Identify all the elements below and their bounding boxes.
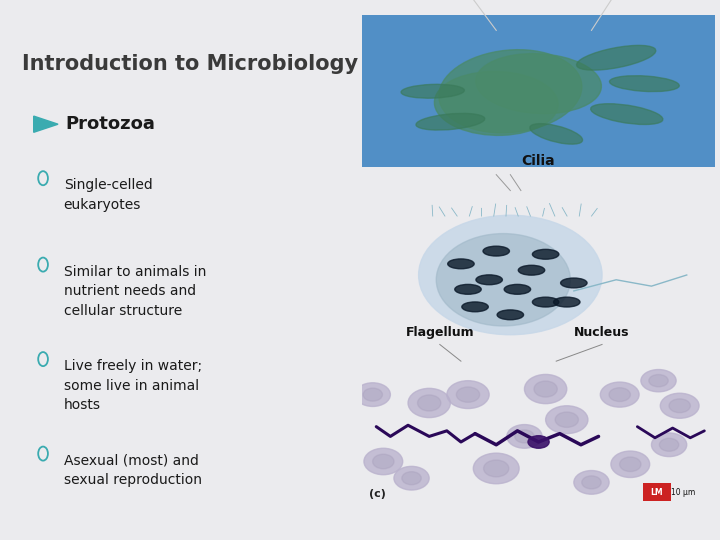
Ellipse shape xyxy=(363,388,382,401)
Ellipse shape xyxy=(373,454,394,469)
Ellipse shape xyxy=(610,76,679,92)
Ellipse shape xyxy=(473,453,519,484)
Ellipse shape xyxy=(455,285,481,294)
Ellipse shape xyxy=(408,388,451,417)
Ellipse shape xyxy=(649,375,668,387)
Ellipse shape xyxy=(476,275,503,285)
Ellipse shape xyxy=(224,0,720,227)
Ellipse shape xyxy=(660,393,699,418)
Polygon shape xyxy=(34,116,58,132)
Text: Similar to animals in
nutrient needs and
cellular structure: Similar to animals in nutrient needs and… xyxy=(63,265,206,318)
Ellipse shape xyxy=(515,430,534,443)
Ellipse shape xyxy=(528,436,549,448)
Ellipse shape xyxy=(401,84,464,98)
Ellipse shape xyxy=(641,369,676,392)
Ellipse shape xyxy=(620,457,641,471)
Ellipse shape xyxy=(669,399,690,413)
Ellipse shape xyxy=(561,278,587,288)
Ellipse shape xyxy=(534,381,557,397)
Ellipse shape xyxy=(546,406,588,434)
Ellipse shape xyxy=(416,113,485,130)
Ellipse shape xyxy=(418,395,441,411)
FancyBboxPatch shape xyxy=(643,483,671,501)
Ellipse shape xyxy=(600,382,639,407)
Ellipse shape xyxy=(611,451,649,477)
Ellipse shape xyxy=(216,0,720,231)
Text: Single-celled
eukaryotes: Single-celled eukaryotes xyxy=(63,178,153,212)
Ellipse shape xyxy=(524,374,567,404)
Ellipse shape xyxy=(532,249,559,259)
Text: LM: LM xyxy=(650,488,663,497)
Text: 10 μm: 10 μm xyxy=(671,488,696,497)
Text: Introduction to Microbiology: Introduction to Microbiology xyxy=(22,54,359,74)
Ellipse shape xyxy=(507,424,542,448)
Ellipse shape xyxy=(484,460,509,477)
Ellipse shape xyxy=(532,297,559,307)
Text: Asexual (most) and
sexual reproduction: Asexual (most) and sexual reproduction xyxy=(63,454,202,487)
Text: Nucleus: Nucleus xyxy=(575,326,630,339)
Ellipse shape xyxy=(436,234,570,326)
Text: Live freely in water;
some live in animal
hosts: Live freely in water; some live in anima… xyxy=(63,359,202,412)
Ellipse shape xyxy=(209,0,720,234)
Ellipse shape xyxy=(577,45,656,70)
Ellipse shape xyxy=(582,476,601,489)
Ellipse shape xyxy=(355,383,390,407)
Ellipse shape xyxy=(530,124,582,144)
Ellipse shape xyxy=(497,310,523,320)
Ellipse shape xyxy=(448,259,474,269)
Ellipse shape xyxy=(394,467,429,490)
Ellipse shape xyxy=(402,471,421,485)
Ellipse shape xyxy=(574,470,609,494)
Ellipse shape xyxy=(590,104,663,125)
Ellipse shape xyxy=(447,381,489,409)
Ellipse shape xyxy=(476,53,601,114)
Ellipse shape xyxy=(483,246,510,256)
Ellipse shape xyxy=(201,0,720,237)
Ellipse shape xyxy=(652,433,687,457)
Ellipse shape xyxy=(434,71,558,136)
Ellipse shape xyxy=(518,265,545,275)
Ellipse shape xyxy=(462,302,488,312)
Ellipse shape xyxy=(239,0,720,221)
Ellipse shape xyxy=(231,0,720,224)
Ellipse shape xyxy=(504,285,531,294)
Ellipse shape xyxy=(660,438,679,451)
Ellipse shape xyxy=(438,50,582,133)
Ellipse shape xyxy=(364,448,402,475)
Ellipse shape xyxy=(554,297,580,307)
Ellipse shape xyxy=(555,412,578,427)
Ellipse shape xyxy=(456,387,480,402)
Ellipse shape xyxy=(194,0,720,240)
Ellipse shape xyxy=(186,0,720,244)
Text: Protozoa: Protozoa xyxy=(66,115,156,133)
Text: Flagellum: Flagellum xyxy=(405,326,474,339)
Ellipse shape xyxy=(418,215,602,335)
Text: Cilia: Cilia xyxy=(522,154,555,168)
Ellipse shape xyxy=(609,388,631,402)
Text: (c): (c) xyxy=(369,489,386,499)
